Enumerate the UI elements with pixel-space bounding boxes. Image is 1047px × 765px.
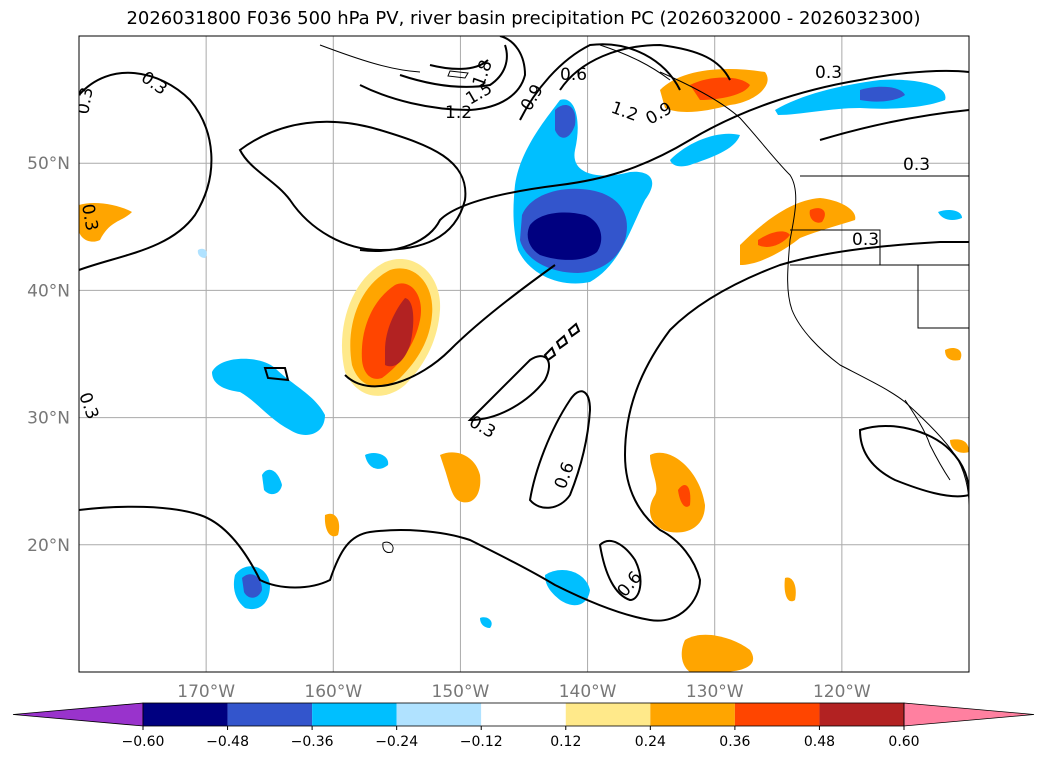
pv-contour-0.3 (79, 71, 213, 271)
colorbar-tick-label: 0.48 (804, 734, 835, 750)
latitude-labels: 50°N 40°N 30°N 20°N (27, 154, 70, 556)
latitude-label: 30°N (27, 409, 70, 429)
positive-anomaly (440, 452, 481, 503)
colorbar-tick-label: 0.12 (550, 734, 581, 750)
positive-anomaly (324, 513, 340, 537)
graticule (79, 36, 969, 672)
positive-anomaly (784, 577, 796, 602)
pv-label: 0.6 (560, 65, 587, 85)
negative-anomaly (860, 86, 905, 102)
longitude-label: 130°W (686, 682, 744, 702)
pv-contour-0.9 (519, 43, 681, 121)
longitude-label: 140°W (559, 682, 617, 702)
positive-anomaly (678, 485, 691, 507)
negative-anomaly (938, 210, 962, 220)
pv-contour-0.6 (528, 390, 592, 509)
pv-label: 0.3 (77, 202, 101, 232)
colorbar-tick-label: −0.48 (206, 734, 249, 750)
positive-anomaly (758, 231, 790, 247)
colorbar-tick-label: −0.60 (122, 734, 165, 750)
pv-contour-0.3 (79, 241, 969, 622)
longitude-label: 150°W (432, 682, 490, 702)
pv-label: 0.3 (74, 390, 102, 422)
colorbar-segment (143, 703, 228, 726)
pv-contour-0.6 (559, 43, 969, 141)
latitude-label: 40°N (27, 281, 70, 301)
map-content: 0.3 0.3 0.3 0.3 0.3 0.3 0.3 0.6 0.6 0.6 … (73, 36, 969, 672)
colorbar-segment (481, 703, 566, 726)
negative-anomaly (670, 133, 740, 167)
pv-contour-0.3 (238, 120, 467, 252)
baja-coast (904, 399, 951, 481)
colorbar-tick-label: −0.24 (375, 734, 418, 750)
latitude-label: 50°N (27, 154, 70, 174)
pv-contour-0.6 (598, 540, 642, 602)
negative-anomaly (212, 358, 325, 435)
positive-anomaly (950, 439, 969, 453)
negative-anomaly (527, 212, 602, 260)
pv-contour-1.2 (359, 36, 527, 112)
pv-contour-0.3 (344, 264, 556, 388)
longitude-label: 160°W (304, 682, 362, 702)
colorbar-segment (396, 703, 482, 726)
precip-pc-fill (79, 69, 969, 672)
pv-label: 1.2 (445, 103, 472, 123)
colorbar-tick-label: 0.60 (888, 734, 919, 750)
colorbar-tick-label: −0.12 (460, 734, 503, 750)
alaska-coast (319, 44, 671, 81)
negative-anomaly (197, 248, 207, 258)
negative-anomaly (555, 105, 576, 138)
pv-contours (79, 36, 969, 622)
negative-anomaly (242, 574, 262, 598)
pv-label: 0.3 (852, 230, 879, 250)
negative-anomaly (262, 469, 282, 495)
colorbar-segment (734, 703, 820, 726)
pv-contour-small (263, 322, 581, 382)
colorbar-frame (142, 702, 905, 727)
colorbar-segment (227, 703, 313, 726)
pv-contour-1.5 (399, 44, 508, 88)
colorbar-tick-label: −0.36 (291, 734, 334, 750)
pv-label: 0.3 (73, 86, 97, 116)
longitude-label: 120°W (813, 682, 871, 702)
positive-anomaly (945, 348, 962, 361)
pv-contour-1.8 (429, 59, 489, 70)
colorbar-segment (819, 703, 904, 726)
pv-contour-0.3 (359, 69, 969, 252)
colorbar-segment (565, 703, 651, 726)
map-background (79, 36, 969, 672)
positive-anomaly (681, 634, 754, 672)
state-border (790, 229, 969, 329)
negative-anomaly (480, 617, 492, 628)
figure-title: 2026031800 F036 500 hPa PV, river basin … (126, 8, 921, 29)
positive-anomaly (650, 452, 705, 533)
pv-label: 0.3 (815, 63, 842, 83)
colorbar-tick-label: 0.36 (719, 734, 750, 750)
colorbar-tick-label: 0.24 (635, 734, 666, 750)
positive-anomaly (385, 298, 414, 367)
north-america-coast (659, 71, 969, 506)
longitude-label: 170°W (177, 682, 235, 702)
pv-labels: 0.3 0.3 0.3 0.3 0.3 0.3 0.3 0.6 0.6 0.6 … (73, 57, 930, 601)
positive-anomaly (809, 208, 825, 223)
colorbar: −0.60 −0.48 −0.36 −0.24 −0.12 0.12 0.24 0.36 0.4… (12, 702, 1035, 750)
longitude-labels: 170°W 160°W 150°W 140°W 130°W 120°W (177, 682, 871, 702)
positive-anomaly (79, 202, 132, 242)
negative-anomaly (365, 453, 389, 469)
colorbar-segment (650, 703, 735, 726)
coastlines (319, 44, 969, 553)
colorbar-extend-min (12, 702, 144, 727)
colorbar-extend-max (903, 702, 1035, 727)
island-coast (382, 70, 469, 553)
colorbar-segment (312, 703, 397, 726)
latitude-label: 20°N (27, 536, 70, 556)
positive-anomaly (740, 198, 856, 265)
map-frame (78, 35, 970, 673)
pv-label: 0.3 (903, 155, 930, 175)
